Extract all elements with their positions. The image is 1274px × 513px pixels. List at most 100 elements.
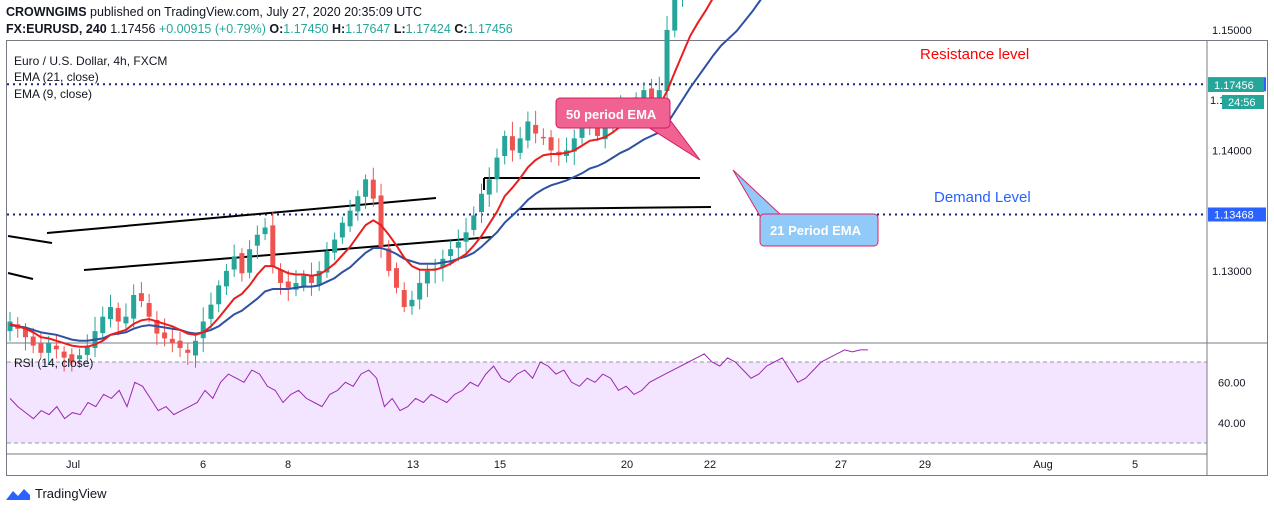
horizontal-levels xyxy=(7,83,1207,216)
candle-body xyxy=(100,316,106,334)
candle-body xyxy=(7,321,13,332)
trendline-2 xyxy=(46,197,437,234)
candle-body xyxy=(332,239,338,253)
candle-body xyxy=(285,281,291,288)
candle-body xyxy=(672,0,678,31)
ema21-line xyxy=(9,0,762,342)
time-tick-3: 13 xyxy=(407,459,419,471)
candle-body xyxy=(339,222,345,238)
candle-body xyxy=(84,345,90,355)
rsi-legend: RSI (14, close) xyxy=(14,356,93,370)
tradingview-footer[interactable]: TradingView xyxy=(6,486,107,501)
candle-body xyxy=(401,290,407,308)
open-label: O: xyxy=(269,22,284,36)
countdown-label xyxy=(1222,95,1264,109)
last-price: 1.17456 xyxy=(110,22,156,36)
candle-body xyxy=(239,253,245,274)
candle-body xyxy=(115,308,121,322)
candle-body xyxy=(216,285,222,305)
candle-body xyxy=(316,270,322,286)
candle-body xyxy=(270,225,276,267)
candle-body xyxy=(185,349,191,353)
candle-body xyxy=(293,282,299,290)
time-tick-8: 29 xyxy=(919,459,931,471)
candle-body xyxy=(409,299,415,307)
candle-body xyxy=(463,232,469,242)
candle-body xyxy=(53,345,59,350)
time-tick-9: Aug xyxy=(1033,459,1053,471)
ema21-callout-text: 21 Period EMA xyxy=(770,223,862,238)
current-price-text: 1.17456 xyxy=(1214,80,1254,92)
candle-body xyxy=(548,137,554,151)
tradingview-brand: TradingView xyxy=(35,486,107,501)
rsi-axis-ticks: 60.00 40.00 xyxy=(1218,377,1246,430)
candle-body xyxy=(347,210,353,227)
trendline-0 xyxy=(7,235,53,244)
candle-body xyxy=(509,136,515,151)
candle-body xyxy=(455,241,461,248)
candle-body xyxy=(223,270,229,287)
low-label: L: xyxy=(393,22,406,36)
candle-body xyxy=(649,88,655,103)
candle-body xyxy=(77,355,83,360)
candle-body xyxy=(30,336,36,346)
candle-body xyxy=(208,304,214,319)
candle-body xyxy=(231,256,237,270)
rsi-tick-0: 60.00 xyxy=(1218,377,1246,389)
ema9-line xyxy=(9,0,714,348)
candle-body xyxy=(193,340,199,356)
candle-body xyxy=(301,275,307,287)
ema21-callout-pointer xyxy=(732,169,784,217)
candle-body xyxy=(517,138,523,153)
close-label: C: xyxy=(454,22,468,36)
time-tick-6: 22 xyxy=(704,459,716,471)
price-tick-1: 1.15000 xyxy=(1212,25,1252,37)
candle-body xyxy=(138,293,144,302)
price-tick-3: 1.13000 xyxy=(1212,266,1252,278)
rsi-tick-1: 40.00 xyxy=(1218,418,1246,430)
candle-body xyxy=(363,179,369,197)
trendline-3 xyxy=(83,236,493,271)
time-tick-2: 8 xyxy=(285,459,291,471)
candle-body xyxy=(494,157,500,180)
instrument-legend: Euro / U.S. Dollar, 4h, FXCM xyxy=(14,54,167,68)
candle-body xyxy=(123,316,129,324)
candle-body xyxy=(162,332,168,339)
ema21-legend: EMA (21, close) xyxy=(14,70,99,84)
low-value: 1.17424 xyxy=(405,22,451,36)
trendlines xyxy=(7,177,712,280)
candle-body xyxy=(324,251,330,273)
published-text: published on TradingView.com, July 27, 2… xyxy=(90,5,422,19)
ema50-callout-text: 50 period EMA xyxy=(566,107,657,122)
price-tick-2: 1.14000 xyxy=(1212,145,1252,157)
candle-body xyxy=(448,249,454,257)
rsi-band xyxy=(7,362,1207,443)
candle-body xyxy=(262,227,268,235)
candle-body xyxy=(502,135,508,157)
candle-body xyxy=(386,248,392,271)
candle-body xyxy=(393,268,399,288)
candle-body xyxy=(22,328,28,338)
candle-body xyxy=(61,351,67,358)
candle-body xyxy=(378,195,384,247)
candle-body xyxy=(278,269,284,283)
ema9-legend: EMA (9, close) xyxy=(14,87,92,101)
time-tick-0: Jul xyxy=(66,459,80,471)
demand-annotation: Demand Level xyxy=(934,189,1031,206)
candle-body xyxy=(656,90,662,102)
level-label-4: 1.13468 xyxy=(1214,210,1254,222)
candle-body xyxy=(571,138,577,152)
symbol-info: FX:EURUSD, 240 1.17456 +0.00915 (+0.79%)… xyxy=(6,22,513,36)
candle-body xyxy=(417,282,423,300)
trendline-1 xyxy=(7,272,34,280)
candle-body xyxy=(486,179,492,195)
time-tick-1: 6 xyxy=(200,459,206,471)
high-label: H: xyxy=(331,22,346,36)
time-tick-5: 20 xyxy=(621,459,633,471)
publish-info: CROWNGIMS published on TradingView.com, … xyxy=(6,5,422,19)
candle-body xyxy=(479,193,485,213)
candle-body xyxy=(146,303,152,317)
candle-body xyxy=(641,90,647,99)
candle-body xyxy=(308,275,314,283)
